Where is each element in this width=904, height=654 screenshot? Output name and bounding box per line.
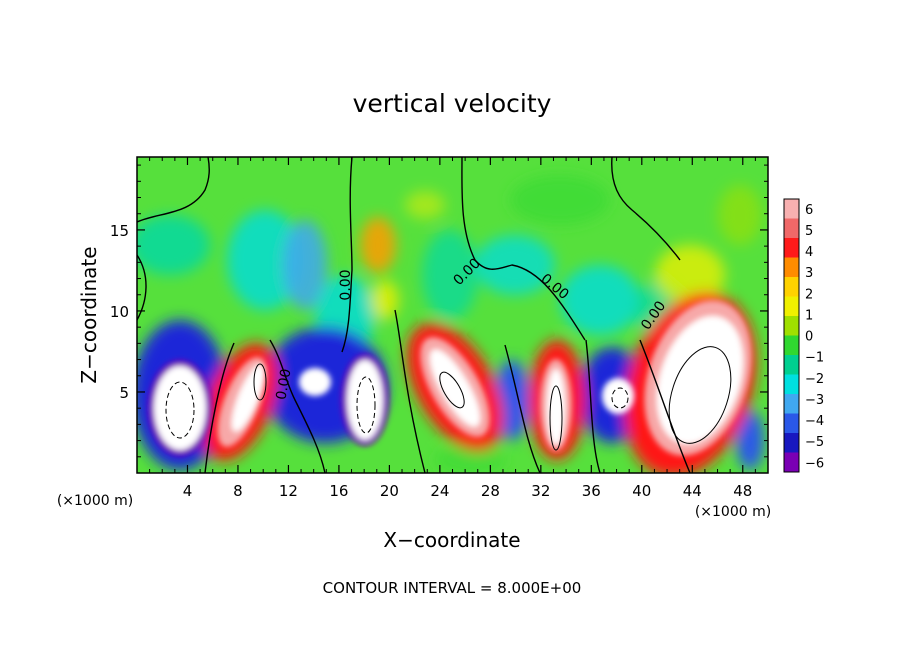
y-axis: 5 10 15 [110,164,768,458]
colorbar-swatch [784,413,799,434]
x-tick-label: 40 [632,482,651,500]
colorbar-frame [783,198,800,473]
x-tick-label: 32 [531,482,550,500]
y-tick-label: 5 [119,384,129,402]
colorbar-swatch [784,296,799,317]
x-unit-label: (×1000 m) [695,504,771,520]
colorbar-swatch [784,277,799,297]
contour-interval-note: CONTOUR INTERVAL = 8.000E+00 [323,579,582,597]
x-tick-label: 24 [430,482,449,500]
colorbar-label: 2 [805,287,813,302]
colorbar-label: 4 [805,245,813,260]
x-tick-label: 28 [481,482,500,500]
heatmap-field [137,157,768,473]
x-tick-label: 20 [380,482,399,500]
colorbar-label: −1 [805,351,824,366]
colorbar-swatch [784,218,799,239]
x-tick-label: 8 [233,482,243,500]
colorbar-label: −2 [805,372,824,387]
x-tick-label: 16 [329,482,348,500]
colorbar-swatch [784,199,799,219]
x-tick-label: 36 [582,482,601,500]
x-tick-label: 48 [733,482,752,500]
y-axis-label: Z−coordinate [77,246,101,383]
colorbar-label: 0 [805,330,813,345]
colorbar-swatch [784,355,799,375]
x-axis-label: X−coordinate [383,528,520,552]
colorbar-swatch [784,394,799,414]
x-tick-label: 4 [183,482,193,500]
contour-label: 0.00 [338,269,354,300]
colorbar-swatch [784,257,799,278]
x-tick-label: 12 [279,482,298,500]
colorbar-swatch [784,335,799,356]
y-tick-label: 15 [110,222,129,240]
colorbar-label: −4 [805,414,824,429]
colorbar: 6 5 4 3 2 1 0 −1 −2 −3 −4 −5 −6 [783,198,824,473]
x-tick-label: 44 [683,482,702,500]
colorbar-swatch [784,433,799,453]
colorbar-swatch [784,374,799,395]
y-tick-label: 10 [110,303,129,321]
colorbar-label: 1 [805,308,813,323]
colorbar-label: −6 [805,456,824,471]
colorbar-label: 3 [805,266,813,281]
colorbar-swatch [784,238,799,258]
colorbar-label: 5 [805,224,813,239]
colorbar-swatch [784,452,799,473]
contour-label: 0.00 [273,368,294,401]
x-axis: 4 8 12 16 20 24 28 32 36 40 44 48 [149,157,756,500]
colorbar-label: −3 [805,393,824,408]
chart-title: vertical velocity [353,89,552,118]
colorbar-label: −5 [805,435,824,450]
colorbar-label: 6 [805,203,813,218]
colorbar-swatch [784,316,799,336]
z-unit-label: (×1000 m) [57,493,133,509]
